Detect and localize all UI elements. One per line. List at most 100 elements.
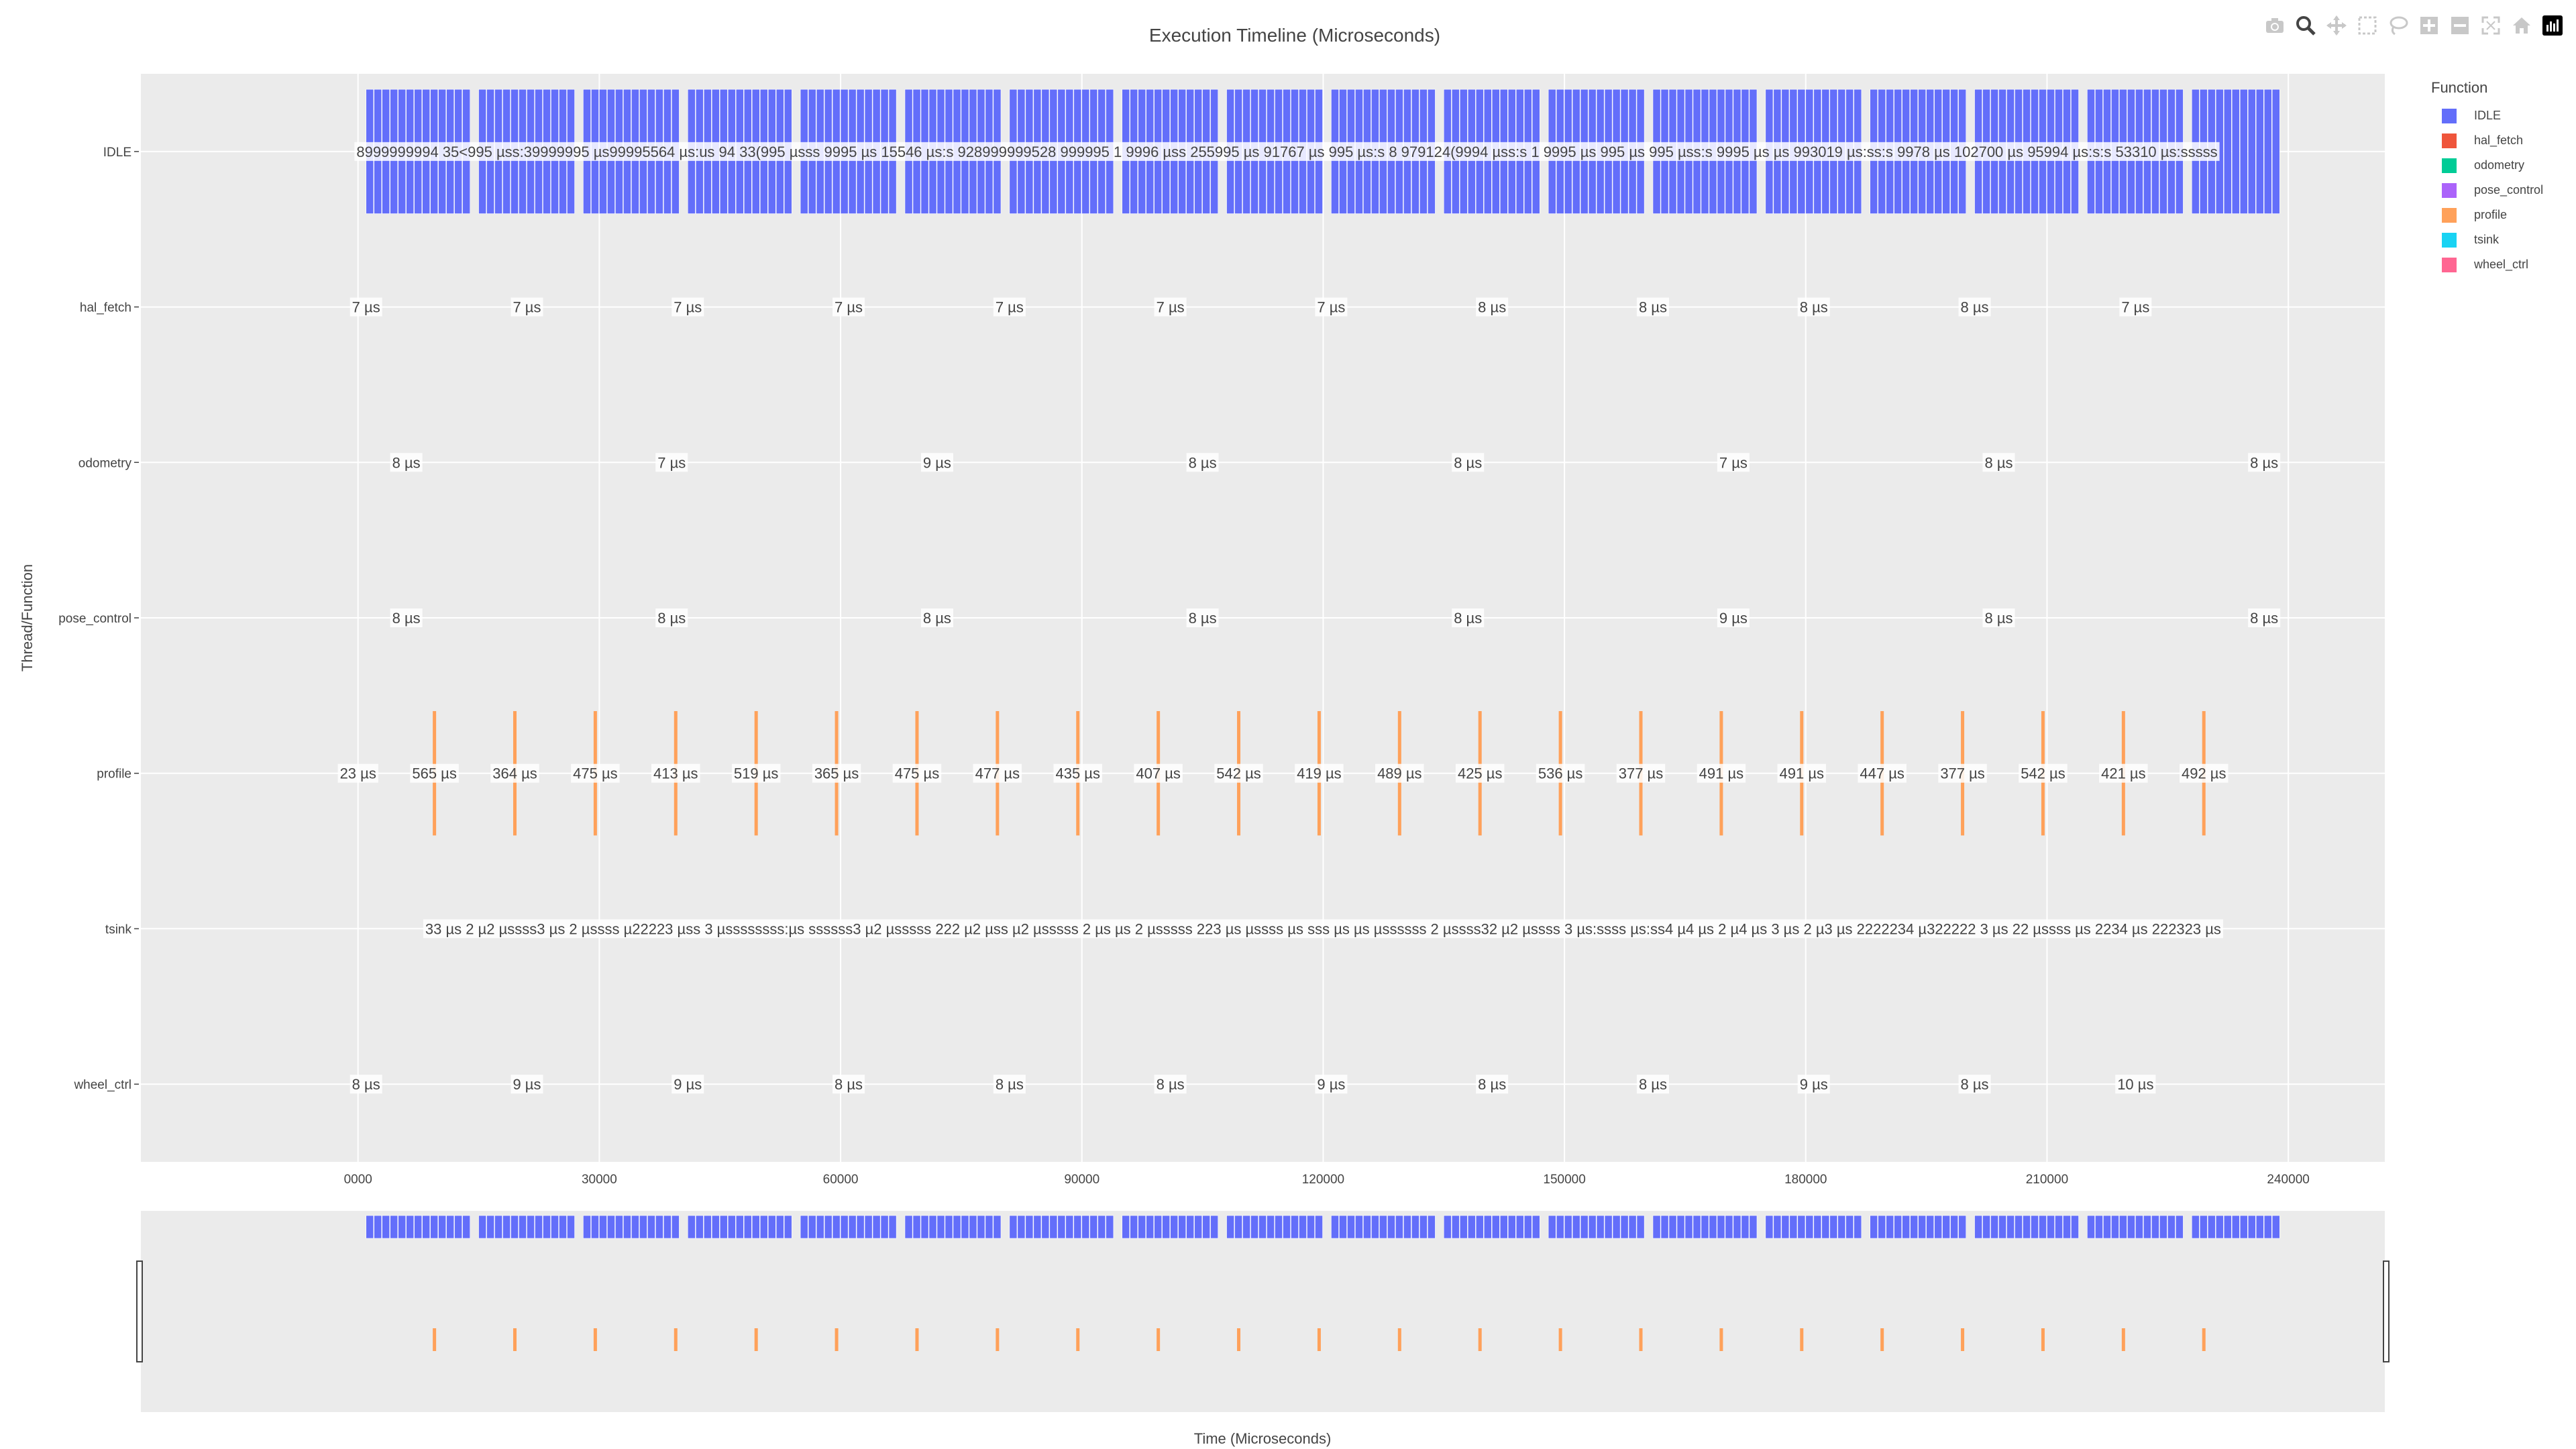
slider-idle-bar <box>1275 1215 1283 1239</box>
pose_control-data-label-bg <box>655 608 688 627</box>
slider-idle-bar <box>671 1215 680 1239</box>
hal_fetch-data-label-text: 7 µs <box>835 299 863 316</box>
profile-data-label: 435 µs <box>1053 763 1102 783</box>
legend-item-tsink[interactable]: tsink <box>2431 227 2543 252</box>
slider-idle-bar <box>2006 1215 2015 1239</box>
slider-idle-bar <box>1733 1215 1741 1239</box>
camera-icon[interactable] <box>2263 14 2286 37</box>
slider-idle-bar <box>920 1215 929 1239</box>
wheel_ctrl-data-label-text: 8 µs <box>996 1076 1024 1093</box>
slider-idle-bar <box>1009 1215 1018 1239</box>
wheel_ctrl-data-label-text: 8 µs <box>1639 1076 1667 1093</box>
legend-item-pose_control[interactable]: pose_control <box>2431 178 2543 203</box>
odometry-data-label: 9 µs <box>920 453 953 472</box>
slider-idle-bar <box>784 1215 792 1239</box>
pose_control-data-label-text: 8 µs <box>2250 610 2278 627</box>
pan-icon[interactable] <box>2325 14 2348 37</box>
slider-idle-bar <box>2127 1215 2135 1239</box>
wheel_ctrl-data-label-text: 9 µs <box>1317 1076 1345 1093</box>
range-slider[interactable] <box>366 1215 2280 1351</box>
reset-axes-icon[interactable] <box>2510 14 2533 37</box>
slider-idle-bar <box>727 1215 736 1239</box>
slider-idle-bar <box>1499 1215 1508 1239</box>
profile-data-label-text: 413 µs <box>653 765 698 782</box>
slider-idle-bar <box>1049 1215 1058 1239</box>
slider-idle-bar <box>1765 1215 1774 1239</box>
slider-idle-bar <box>824 1215 833 1239</box>
slider-profile-bar <box>996 1328 1000 1351</box>
profile-data-label-text: 23 µs <box>340 765 376 782</box>
slider-idle-bar <box>969 1215 977 1239</box>
slider-idle-bar <box>945 1215 953 1239</box>
slider-idle-bar <box>719 1215 728 1239</box>
slider-idle-bar <box>1130 1215 1138 1239</box>
slider-idle-bar <box>535 1215 543 1239</box>
range-slider-right-handle[interactable] <box>2383 1260 2390 1362</box>
slider-idle-bar <box>2087 1215 2095 1239</box>
legend-item-wheel_ctrl[interactable]: wheel_ctrl <box>2431 252 2543 277</box>
legend-label: tsink <box>2474 233 2500 246</box>
profile-data-label: 365 µs <box>812 763 861 783</box>
slider-idle-bar <box>993 1215 1002 1239</box>
slider-idle-bar <box>663 1215 672 1239</box>
slider-idle-bar <box>832 1215 841 1239</box>
box-select-icon[interactable] <box>2356 14 2379 37</box>
plotly-logo-icon[interactable] <box>2541 14 2564 37</box>
slider-idle-bar <box>816 1215 824 1239</box>
zoom-in-icon[interactable] <box>2418 14 2440 37</box>
slider-profile-bar <box>1639 1328 1643 1351</box>
slider-idle-bar <box>2151 1215 2159 1239</box>
y-tick-label: profile <box>97 767 131 782</box>
legend-item-IDLE[interactable]: IDLE <box>2431 103 2543 128</box>
slider-idle-bar <box>1089 1215 1098 1239</box>
legend-item-odometry[interactable]: odometry <box>2431 153 2543 178</box>
autoscale-icon[interactable] <box>2479 14 2502 37</box>
slider-idle-bar <box>2263 1215 2272 1239</box>
slider-idle-bar <box>1636 1215 1645 1239</box>
idle-bar <box>2247 89 2256 214</box>
slider-idle-bar <box>1106 1215 1114 1239</box>
slider-idle-bar <box>711 1215 720 1239</box>
hal_fetch-data-label-bg <box>2119 297 2152 317</box>
slider-idle-bar <box>1693 1215 1701 1239</box>
slider-idle-bar <box>446 1215 455 1239</box>
wheel_ctrl-data-label-text: 9 µs <box>513 1076 541 1093</box>
x-tick-label: 210000 <box>2026 1173 2068 1187</box>
slider-idle-bar <box>511 1215 519 1239</box>
legend-title: Function <box>2431 79 2488 96</box>
slider-idle-bar <box>1315 1215 1323 1239</box>
slider-idle-bar <box>567 1215 575 1239</box>
idle-bar <box>2271 89 2280 214</box>
wheel_ctrl-data-label-bg <box>350 1075 382 1094</box>
slider-idle-bar <box>1057 1215 1066 1239</box>
y-tick-label: pose_control <box>58 612 131 626</box>
slider-idle-bar <box>1725 1215 1733 1239</box>
slider-idle-bar <box>1813 1215 1822 1239</box>
profile-data-label-bg <box>1375 763 1424 783</box>
idle-bar <box>2263 89 2272 214</box>
legend-item-hal_fetch[interactable]: hal_fetch <box>2431 128 2543 153</box>
profile-data-label-bg <box>571 763 620 783</box>
hal_fetch-data-label-bg <box>511 297 543 317</box>
chart-title: Execution Timeline (Microseconds) <box>1149 25 1440 46</box>
lasso-select-icon[interactable] <box>2387 14 2410 37</box>
profile-data-label: 364 µs <box>490 763 539 783</box>
legend-item-profile[interactable]: profile <box>2431 203 2543 227</box>
slider-idle-bar <box>414 1215 423 1239</box>
zoom-out-icon[interactable] <box>2449 14 2471 37</box>
slider-idle-bar <box>687 1215 696 1239</box>
hal_fetch-data-label-text: 7 µs <box>513 299 541 316</box>
slider-idle-bar <box>1749 1215 1758 1239</box>
profile-data-label-text: 475 µs <box>895 765 940 782</box>
wheel_ctrl-data-label-bg <box>833 1075 865 1094</box>
slider-idle-bar <box>2111 1215 2119 1239</box>
range-slider-left-handle[interactable] <box>136 1260 143 1362</box>
zoom-icon[interactable] <box>2294 14 2317 37</box>
range-slider-background[interactable] <box>141 1211 2385 1412</box>
slider-idle-bar <box>462 1215 471 1239</box>
slider-idle-bar <box>1475 1215 1484 1239</box>
slider-idle-bar <box>2055 1215 2063 1239</box>
slider-idle-bar <box>1934 1215 1943 1239</box>
slider-idle-bar <box>1451 1215 1460 1239</box>
